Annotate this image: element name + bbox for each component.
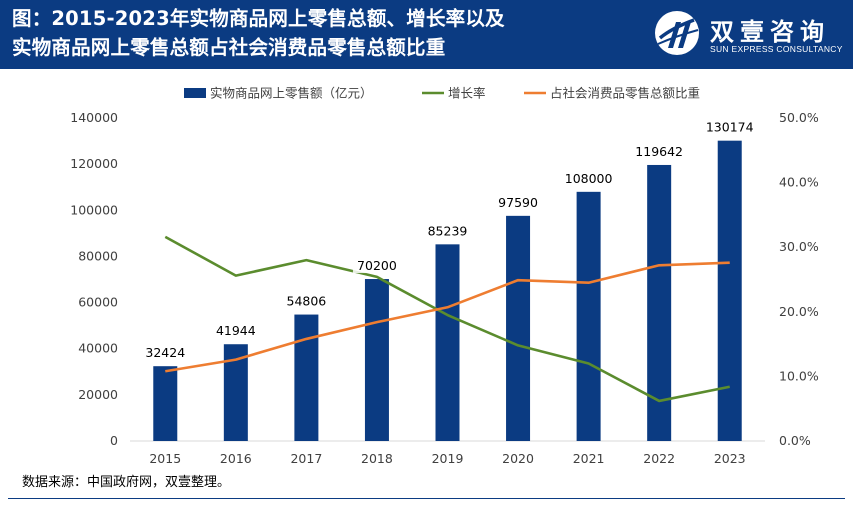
y-left-tick-label: 100000 [70,202,118,217]
legend-label: 实物商品网上零售额（亿元） [210,86,373,101]
data-label-bg [141,344,190,361]
y-right-tick-label: 40.0% [779,175,819,190]
legend-label: 增长率 [448,86,486,101]
brand-name: 双壹咨询 [710,17,830,46]
x-tick-label: 2015 [149,451,181,466]
data-label-bg [282,292,331,309]
y-left-tick-label: 140000 [70,110,118,125]
y-left-tick-label: 120000 [70,156,118,171]
y-right-tick-label: 20.0% [779,304,819,319]
y-right-tick-label: 10.0% [779,368,819,383]
bar [153,366,178,441]
x-tick-label: 2018 [361,451,393,466]
y-left-tick-label: 20000 [78,387,118,402]
bar [506,215,531,441]
data-label-bg [494,193,543,210]
y-left-tick-label: 80000 [78,248,118,263]
series-line [165,261,730,373]
logo-mark-icon [655,11,699,55]
y-left-tick-label: 40000 [78,341,118,356]
axes: 0 20000 40000 60000 80000 100000 120000 140000 0… [70,110,819,466]
bar [576,191,601,441]
combo-chart: 实物商品网上零售额（亿元） 增长率 占社会消费品零售总额比重 0 20000 40000… [70,86,819,467]
brand-subtitle: SUN EXPRESS CONSULTANCY [710,44,843,54]
bar-value-label: 32424 [145,345,185,360]
y-left-tick-label: 60000 [78,295,118,310]
x-tick-label: 2022 [643,451,675,466]
bar-value-label: 130174 [706,120,754,135]
title-line-2: 实物商品网上零售总额占社会消费品零售总额比重 [12,36,446,59]
x-tick-label: 2016 [220,451,252,466]
x-tick-label: 2023 [714,451,746,466]
bar-value-label: 97590 [498,195,538,210]
y-left-tick-label: 0 [110,433,118,448]
bar [647,164,672,441]
line-series [164,235,730,403]
y-right-tick-label: 50.0% [779,110,819,125]
data-label-bg [352,257,401,274]
data-label-bg [705,118,754,135]
x-tick-label: 2021 [573,451,605,466]
legend-swatch-bar [184,88,206,98]
data-label-bg [564,169,613,186]
bar-value-label: 85239 [428,223,468,238]
title-banner: 图：2015-2023年实物商品网上零售总额、增长率以及 实物商品网上零售总额占… [0,0,853,69]
data-label-bg [423,222,472,239]
bottom-rule [8,498,845,499]
bar-value-label: 41944 [216,323,256,338]
bar [364,279,389,441]
chart-title: 图：2015-2023年实物商品网上零售总额、增长率以及 实物商品网上零售总额占… [12,4,632,62]
data-label-bg [211,322,260,339]
title-line-1: 图：2015-2023年实物商品网上零售总额、增长率以及 [12,7,505,30]
series-line [164,235,730,403]
brand-logo: 双壹咨询 SUN EXPRESS CONSULTANCY [650,8,845,60]
bar-value-label: 108000 [565,171,613,186]
bar-value-label: 119642 [635,144,683,159]
x-tick-label: 2019 [432,451,464,466]
bar [294,314,319,441]
legend: 实物商品网上零售额（亿元） 增长率 占社会消费品零售总额比重 [184,86,700,101]
data-labels: 32424 41944 54806 70200 85239 97590 108000 1196… [141,118,754,361]
x-tick-label: 2020 [502,451,534,466]
source-note: 数据来源：中国政府网，双壹整理。 [22,475,231,490]
bar-value-label: 70200 [357,258,397,273]
x-tick-label: 2017 [290,451,322,466]
bar [717,140,742,441]
y-right-tick-label: 30.0% [779,239,819,254]
legend-label: 占社会消费品零售总额比重 [550,86,700,101]
y-right-tick-label: 0.0% [779,433,811,448]
bar-series [153,140,742,441]
bar [435,244,460,441]
data-label-bg [635,142,684,159]
bar-value-label: 54806 [287,294,327,309]
